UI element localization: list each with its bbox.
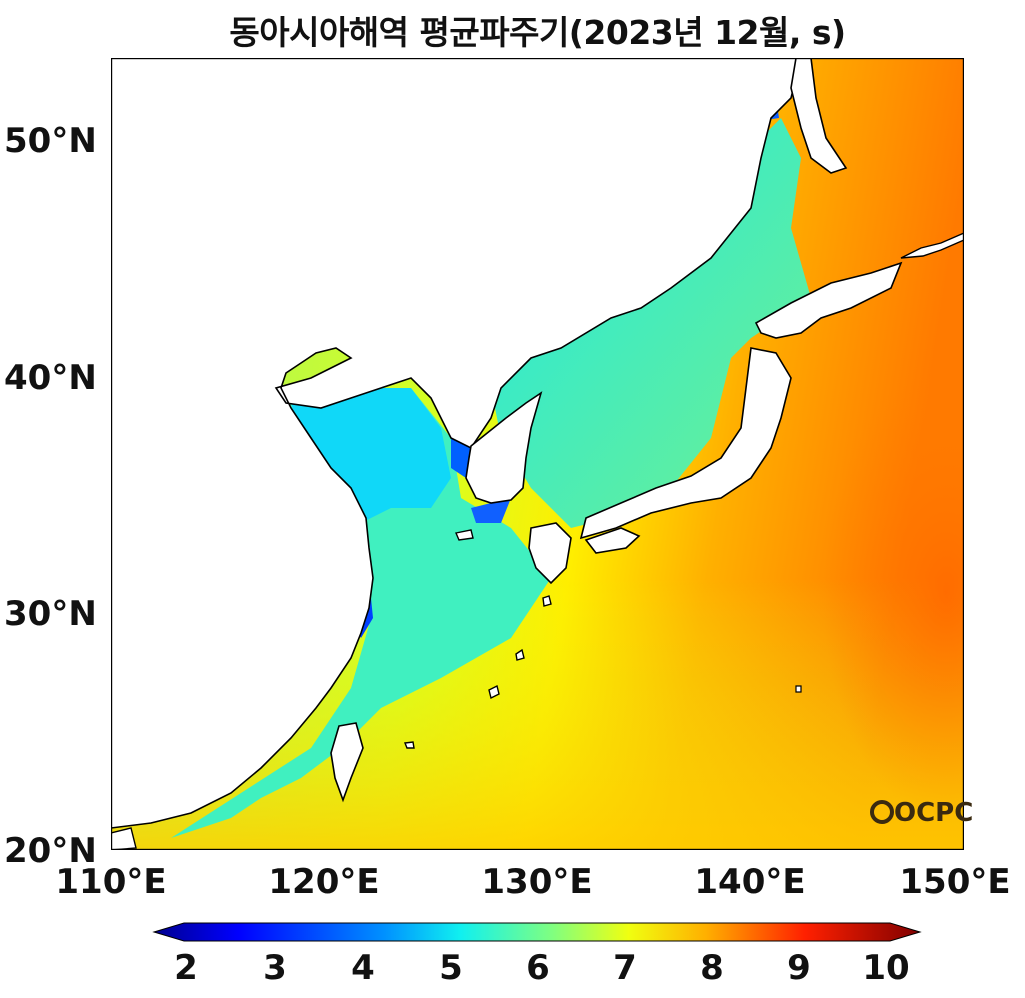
x-tick-120e: 120°E bbox=[268, 862, 380, 902]
y-tick-40n: 40°N bbox=[4, 358, 97, 398]
taiwan-island bbox=[330, 722, 364, 803]
korean-peninsula bbox=[465, 391, 543, 504]
wave-period-map bbox=[110, 57, 965, 851]
colorbar-tick-7: 7 bbox=[613, 948, 637, 988]
map-border bbox=[110, 57, 965, 851]
yaeyama-island bbox=[404, 741, 415, 749]
ryukyu-island-2 bbox=[515, 648, 525, 661]
korea-strait-low-period bbox=[471, 498, 511, 523]
x-tick-140e: 140°E bbox=[694, 862, 806, 902]
map-title: 동아시아해역 평균파주기(2023년 12월, s) bbox=[229, 13, 846, 52]
ocpc-logo: OCPC bbox=[870, 798, 973, 828]
west-korea-low-period bbox=[451, 438, 471, 478]
logo-text: OCPC bbox=[894, 798, 974, 828]
x-tick-150e: 150°E bbox=[899, 862, 1011, 902]
ryukyu-island-1 bbox=[488, 684, 500, 700]
colorbar-tick-2: 2 bbox=[174, 948, 198, 988]
ogasawara-island bbox=[795, 685, 802, 693]
east-sea-field bbox=[491, 118, 811, 528]
colorbar-gradient bbox=[152, 922, 922, 942]
colorbar-tick-10: 10 bbox=[862, 948, 910, 988]
ryukyu-island-3 bbox=[542, 595, 552, 607]
colorbar-tick-3: 3 bbox=[263, 948, 287, 988]
shikoku-island bbox=[584, 527, 641, 554]
y-tick-20n: 20°N bbox=[4, 831, 97, 871]
colorbar-tick-9: 9 bbox=[787, 948, 811, 988]
map-plot-area bbox=[110, 57, 965, 851]
ocpc-ring-icon bbox=[870, 800, 894, 824]
sakhalin-island bbox=[790, 57, 848, 174]
colorbar-tick-4: 4 bbox=[351, 948, 375, 988]
y-tick-50n: 50°N bbox=[4, 121, 97, 161]
colorbar-tick-5: 5 bbox=[439, 948, 463, 988]
yellow-sea-field bbox=[171, 388, 551, 838]
jeju-island bbox=[455, 529, 474, 541]
honshu-island bbox=[579, 347, 792, 540]
x-tick-110e: 110°E bbox=[55, 862, 167, 902]
colorbar-tick-6: 6 bbox=[526, 948, 550, 988]
hokkaido-island bbox=[754, 261, 903, 339]
y-tick-30n: 30°N bbox=[4, 594, 97, 634]
mainland-china-landmass bbox=[110, 57, 803, 829]
colorbar bbox=[152, 922, 922, 942]
x-tick-130e: 130°E bbox=[481, 862, 593, 902]
kyushu-island bbox=[528, 522, 572, 585]
colorbar-tick-8: 8 bbox=[700, 948, 724, 988]
